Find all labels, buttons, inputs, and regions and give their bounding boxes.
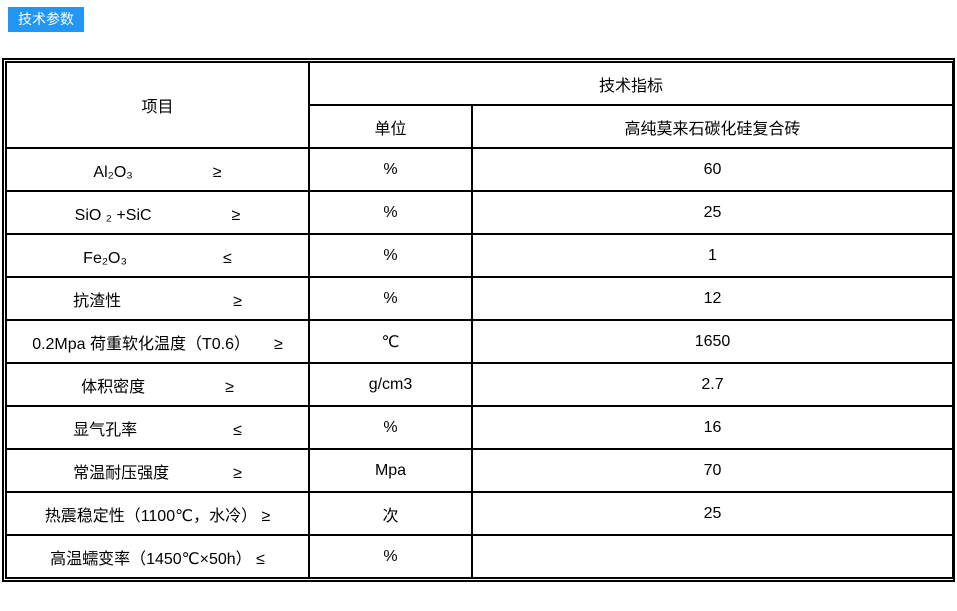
header-tech-index: 技术指标 <box>307 61 955 106</box>
value-cell: 25 <box>470 190 955 235</box>
unit-cell: % <box>308 233 473 278</box>
spec-table-wrapper: 项目 技术指标 单位 高纯莫来石碳化硅复合砖 Al₂O₃ ≥ % 60 SiO … <box>2 58 955 582</box>
unit-cell: Mpa <box>308 448 473 493</box>
value-cell: 60 <box>470 147 955 192</box>
item-cell: 体积密度 ≥ <box>5 362 310 407</box>
header-row-1: 项目 技术指标 <box>5 61 955 149</box>
header-item: 项目 <box>5 61 310 149</box>
tech-params-table: 项目 技术指标 单位 高纯莫来石碳化硅复合砖 Al₂O₃ ≥ % 60 SiO … <box>5 61 955 579</box>
item-cell: 热震稳定性（1100℃，水冷） ≥ <box>5 491 310 536</box>
unit-cell: % <box>308 276 473 321</box>
unit-cell: % <box>308 147 473 192</box>
item-cell: 0.2Mpa 荷重软化温度（T0.6） ≥ <box>5 319 310 364</box>
table-row: 常温耐压强度 ≥ Mpa 70 <box>5 448 955 493</box>
table-row: 热震稳定性（1100℃，水冷） ≥ 次 25 <box>5 491 955 536</box>
table-row: 体积密度 ≥ g/cm3 2.7 <box>5 362 955 407</box>
unit-cell: g/cm3 <box>308 362 473 407</box>
value-cell: 2.7 <box>470 362 955 407</box>
item-cell: 高温蠕变率（1450℃×50h） ≤ <box>5 534 310 579</box>
item-cell: 显气孔率 ≤ <box>5 405 310 450</box>
table-row: 显气孔率 ≤ % 16 <box>5 405 955 450</box>
value-cell <box>470 534 955 579</box>
value-cell: 1650 <box>470 319 955 364</box>
value-cell: 70 <box>470 448 955 493</box>
unit-cell: % <box>308 405 473 450</box>
item-cell: Al₂O₃ ≥ <box>5 147 310 192</box>
item-cell: SiO ₂ +SiC ≥ <box>5 190 310 235</box>
unit-cell: 次 <box>308 491 473 536</box>
item-cell: 常温耐压强度 ≥ <box>5 448 310 493</box>
table-row: 抗渣性 ≥ % 12 <box>5 276 955 321</box>
table-row: Fe₂O₃ ≤ % 1 <box>5 233 955 278</box>
item-cell: Fe₂O₃ ≤ <box>5 233 310 278</box>
unit-cell: % <box>308 534 473 579</box>
value-cell: 25 <box>470 491 955 536</box>
section-badge-tech-params: 技术参数 <box>8 7 84 32</box>
header-unit: 单位 <box>308 104 473 149</box>
table-row: 高温蠕变率（1450℃×50h） ≤ % <box>5 534 955 579</box>
header-product: 高纯莫来石碳化硅复合砖 <box>470 104 955 149</box>
table-row: Al₂O₃ ≥ % 60 <box>5 147 955 192</box>
unit-cell: ℃ <box>308 319 473 364</box>
table-row: 0.2Mpa 荷重软化温度（T0.6） ≥ ℃ 1650 <box>5 319 955 364</box>
header-row-2: 单位 高纯莫来石碳化硅复合砖 <box>6 104 955 149</box>
value-cell: 16 <box>470 405 955 450</box>
unit-cell: % <box>308 190 473 235</box>
table-row: SiO ₂ +SiC ≥ % 25 <box>5 190 955 235</box>
value-cell: 12 <box>470 276 955 321</box>
item-cell: 抗渣性 ≥ <box>5 276 310 321</box>
value-cell: 1 <box>470 233 955 278</box>
